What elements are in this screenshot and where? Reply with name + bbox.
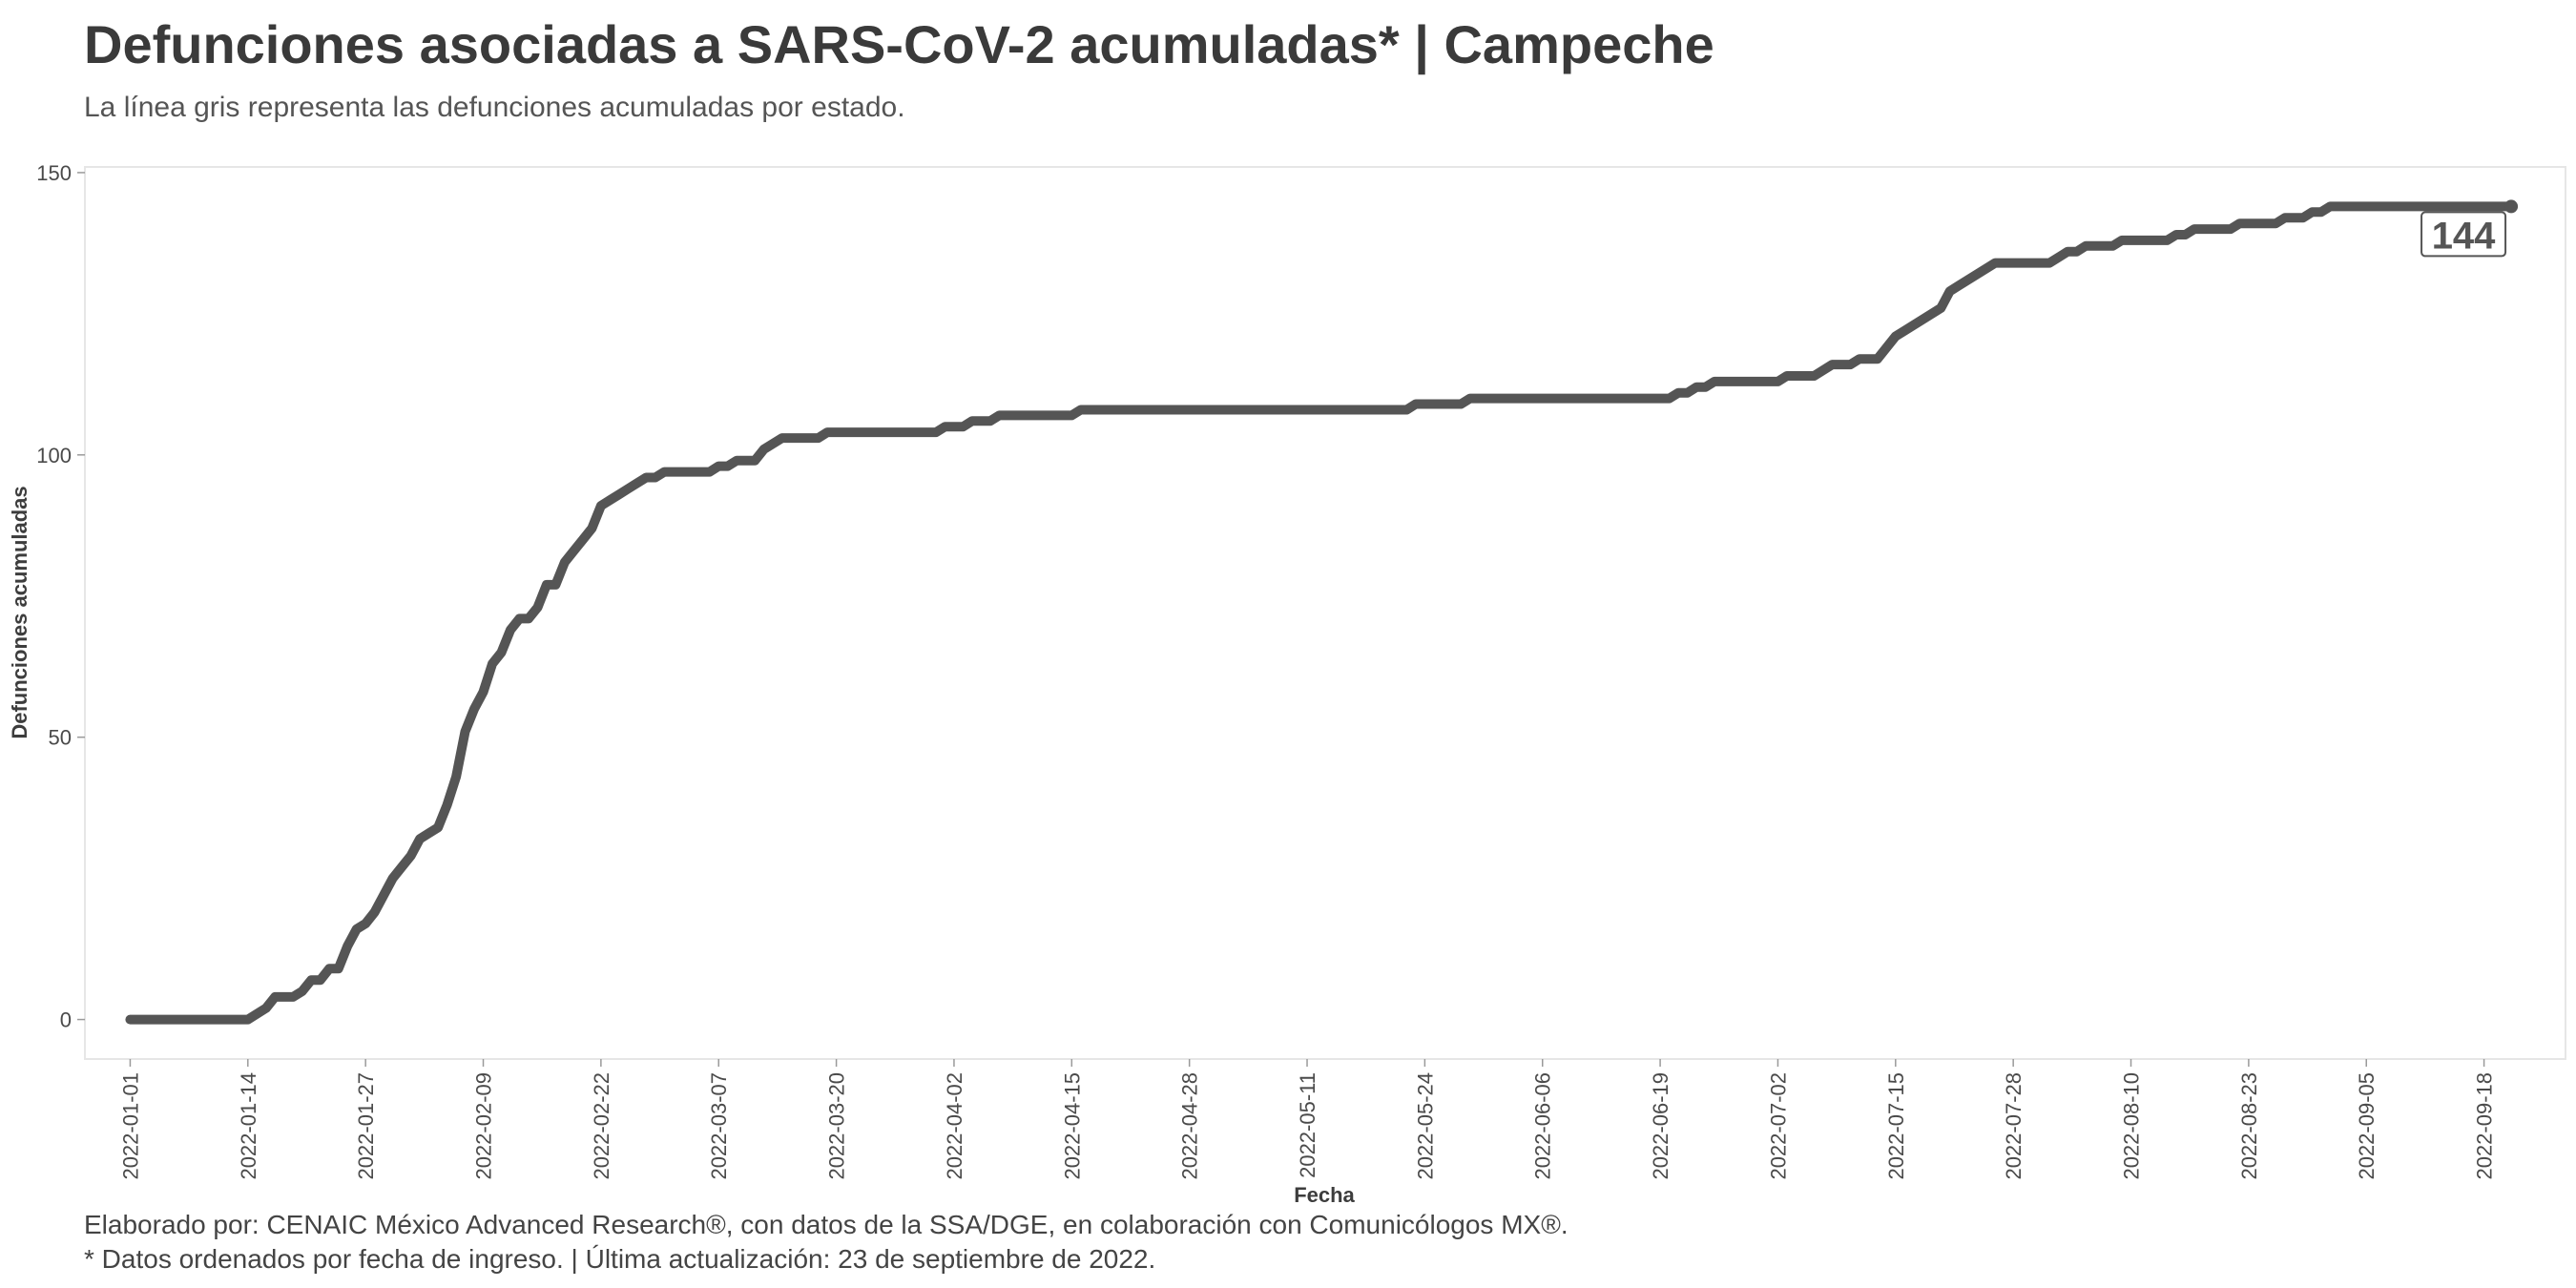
- end-value-label: 144: [2432, 215, 2496, 257]
- x-tick-label: 2022-07-02: [1766, 1072, 1790, 1180]
- source-caption: Elaborado por: CENAIC México Advanced Re…: [84, 1210, 1568, 1239]
- x-tick-label: 2022-01-27: [354, 1072, 378, 1180]
- x-axis-label: Fecha: [1294, 1183, 1355, 1207]
- x-tick-label: 2022-09-05: [2355, 1072, 2379, 1180]
- x-tick-label: 2022-04-15: [1060, 1072, 1084, 1180]
- chart-title: Defunciones asociadas a SARS-CoV-2 acumu…: [84, 14, 1714, 74]
- x-tick-label: 2022-04-28: [1178, 1072, 1202, 1180]
- y-tick-label: 100: [36, 444, 72, 467]
- y-axis-label: Defunciones acumuladas: [8, 486, 31, 738]
- line-chart: 0 50 100 150 2022-01-01 2022-01-14 2022-01-27…: [8, 161, 2566, 1207]
- x-tick-label: 2022-05-11: [1296, 1072, 1319, 1178]
- x-tick-label: 2022-01-01: [118, 1072, 142, 1180]
- x-tick-label: 2022-07-28: [2002, 1072, 2025, 1180]
- series-line: [125, 201, 2517, 1025]
- x-tick-label: 2022-02-09: [472, 1072, 496, 1180]
- y-tick-label: 150: [36, 161, 72, 185]
- chart-subtitle: La línea gris representa las defunciones…: [84, 92, 905, 123]
- x-tick-label: 2022-06-06: [1531, 1072, 1555, 1180]
- x-tick-label: 2022-02-22: [590, 1072, 613, 1180]
- x-tick-label: 2022-09-18: [2473, 1072, 2497, 1180]
- x-tick-label: 2022-08-23: [2237, 1072, 2261, 1180]
- x-tick-label: 2022-08-10: [2120, 1072, 2144, 1180]
- x-tick-label: 2022-01-14: [237, 1072, 260, 1180]
- end-point-marker: [2504, 199, 2519, 214]
- end-value-box: [2420, 211, 2507, 258]
- y-tick-label: 50: [49, 726, 72, 750]
- y-axis: 0 50 100 150: [36, 161, 85, 1032]
- y-tick-label: 0: [60, 1008, 72, 1032]
- x-tick-label: 2022-03-07: [707, 1072, 731, 1180]
- x-tick-label: 2022-06-19: [1649, 1072, 1672, 1180]
- x-tick-label: 2022-05-24: [1413, 1072, 1437, 1180]
- x-tick-label: 2022-04-02: [943, 1072, 966, 1180]
- x-tick-label: 2022-03-20: [825, 1072, 849, 1180]
- x-axis: 2022-01-01 2022-01-14 2022-01-27 2022-02-09…: [118, 1059, 2497, 1180]
- x-tick-label: 2022-07-15: [1884, 1072, 1908, 1180]
- series-line-group: 144: [125, 199, 2519, 1025]
- note-caption: * Datos ordenados por fecha de ingreso. …: [84, 1244, 1156, 1274]
- plot-panel: [84, 166, 2566, 1060]
